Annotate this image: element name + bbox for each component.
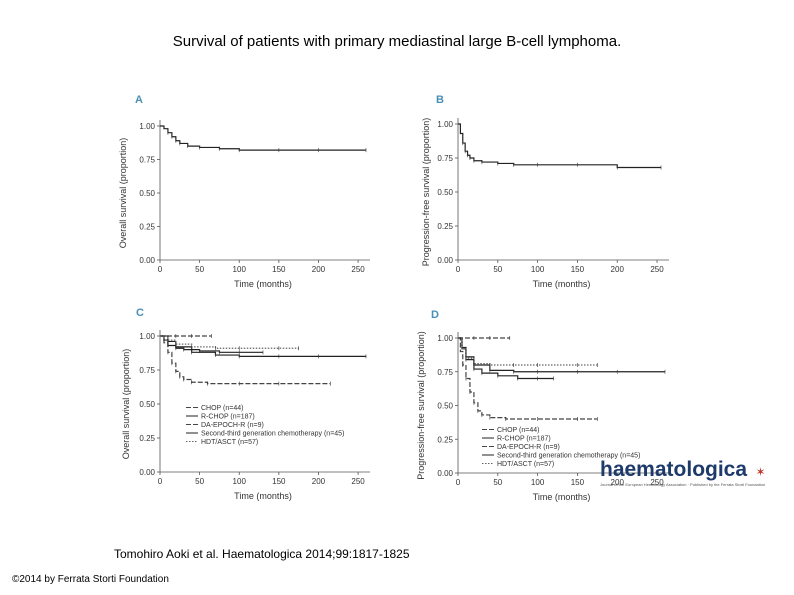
panel-a-xtick-label: 200 xyxy=(312,265,326,274)
panel-b-xtick-label: 150 xyxy=(571,265,585,274)
panel-d-xtick-label: 0 xyxy=(456,478,461,487)
panel-a-ytick-label: 0.00 xyxy=(139,256,155,265)
panel-d-legend-label: R-CHOP (n=187) xyxy=(497,436,551,443)
panel-d-series-1-line xyxy=(458,337,554,380)
panel-d-y-axis-title: Progression-free survival (proportion) xyxy=(416,331,426,480)
panel-c-legend-label: CHOP (n=44) xyxy=(201,405,243,412)
panel-d-ytick-label: 0.00 xyxy=(437,469,453,478)
panel-d-legend-label: Second-third generation chemotherapy (n=… xyxy=(497,453,640,460)
panel-b-series-0-line xyxy=(458,123,662,169)
logo-wordmark: haematologica xyxy=(600,458,748,481)
panel-b-x-axis-title: Time (months) xyxy=(533,279,591,289)
panel-d-x-axis-title: Time (months) xyxy=(533,492,591,502)
panel-d-series-4-line xyxy=(458,337,598,366)
panel-c-xtick-label: 150 xyxy=(272,477,286,486)
panel-a-series-0-line xyxy=(160,125,366,151)
panel-c-ytick-label: 0.75 xyxy=(139,366,155,375)
panel-d-xtick-label: 100 xyxy=(531,478,545,487)
panel-d-xtick-label: 50 xyxy=(493,478,502,487)
panel-d-legend-label: CHOP (n=44) xyxy=(497,427,539,434)
haematologica-logo: haematologica ✶ Journal of the European … xyxy=(600,458,790,498)
panel-d-letter: D xyxy=(431,309,439,321)
panel-a-xtick-label: 0 xyxy=(158,265,163,274)
panel-b-xtick-label: 250 xyxy=(650,265,664,274)
panel-c-ytick-label: 0.00 xyxy=(139,468,155,477)
panel-c-legend-label: HDT/ASCT (n=57) xyxy=(201,439,258,446)
panel-d-ytick-label: 0.25 xyxy=(437,435,453,444)
panel-c-x-axis-title: Time (months) xyxy=(234,491,292,501)
panel-d-ytick-label: 0.50 xyxy=(437,402,453,411)
panel-c-xtick-label: 100 xyxy=(233,477,247,486)
panel-a-ytick-label: 0.25 xyxy=(139,223,155,232)
panel-b-ytick-label: 0.00 xyxy=(437,256,453,265)
panel-a-y-axis-title: Overall survival (proportion) xyxy=(118,138,128,249)
panel-c-series-3-line xyxy=(160,335,366,357)
panel-c-xtick-label: 50 xyxy=(195,477,204,486)
citation: Tomohiro Aoki et al. Haematologica 2014;… xyxy=(114,547,410,561)
panel-c-legend-label: DA-EPOCH-R (n=9) xyxy=(201,422,264,429)
panel-c-letter: C xyxy=(136,307,144,319)
panel-c-xtick-label: 250 xyxy=(351,477,365,486)
panel-c-series-0-line xyxy=(160,335,331,385)
panel-c-ytick-label: 0.25 xyxy=(139,434,155,443)
panel-b-xtick-label: 0 xyxy=(456,265,461,274)
panel-a-xtick-label: 150 xyxy=(272,265,286,274)
panel-b-ytick-label: 0.25 xyxy=(437,222,453,231)
panel-d-ytick-label: 1.00 xyxy=(437,334,453,343)
slide-title: Survival of patients with primary medias… xyxy=(172,33,622,50)
panel-c-legend-label: Second-third generation chemotherapy (n=… xyxy=(201,431,344,438)
panel-b-letter: B xyxy=(436,94,444,106)
panel-a-xtick-label: 100 xyxy=(233,265,247,274)
copyright-notice: ©2014 by Ferrata Storti Foundation xyxy=(12,574,169,585)
panel-d-xtick-label: 150 xyxy=(571,478,585,487)
panel-d-series-3-line xyxy=(458,337,665,373)
panel-d-legend-label: HDT/ASCT (n=57) xyxy=(497,461,554,468)
panel-a-ytick-label: 0.75 xyxy=(139,156,155,165)
panel-c-xtick-label: 0 xyxy=(158,477,163,486)
panel-d-xtick-label: 250 xyxy=(650,478,664,487)
panel-d-ytick-label: 0.75 xyxy=(437,368,453,377)
panel-b-ytick-label: 1.00 xyxy=(437,120,453,129)
panel-d-legend-label: DA-EPOCH-R (n=9) xyxy=(497,444,560,451)
panel-c-legend-label: R-CHOP (n=187) xyxy=(201,414,255,421)
panel-a-xtick-label: 250 xyxy=(351,265,365,274)
panel-b-ytick-label: 0.75 xyxy=(437,154,453,163)
panel-a-x-axis-title: Time (months) xyxy=(234,279,292,289)
panel-a-xtick-label: 50 xyxy=(195,265,204,274)
panel-b-ytick-label: 0.50 xyxy=(437,188,453,197)
panel-c-y-axis-title: Overall survival (proportion) xyxy=(121,349,131,460)
logo-subtext: Journal of the European Hematology Assoc… xyxy=(600,482,766,487)
panel-a-ytick-label: 0.50 xyxy=(139,189,155,198)
panel-b-xtick-label: 200 xyxy=(611,265,625,274)
panel-b-xtick-label: 50 xyxy=(493,265,502,274)
logo-mark-icon: ✶ xyxy=(755,465,766,479)
panel-a-ytick-label: 1.00 xyxy=(139,122,155,131)
panel-c-ytick-label: 1.00 xyxy=(139,332,155,341)
panel-b-xtick-label: 100 xyxy=(531,265,545,274)
panel-a-letter: A xyxy=(135,94,143,106)
panel-b-y-axis-title: Progression-free survival (proportion) xyxy=(421,118,431,267)
panel-d-xtick-label: 200 xyxy=(611,478,625,487)
panel-c-xtick-label: 200 xyxy=(312,477,326,486)
panel-c-ytick-label: 0.50 xyxy=(139,400,155,409)
